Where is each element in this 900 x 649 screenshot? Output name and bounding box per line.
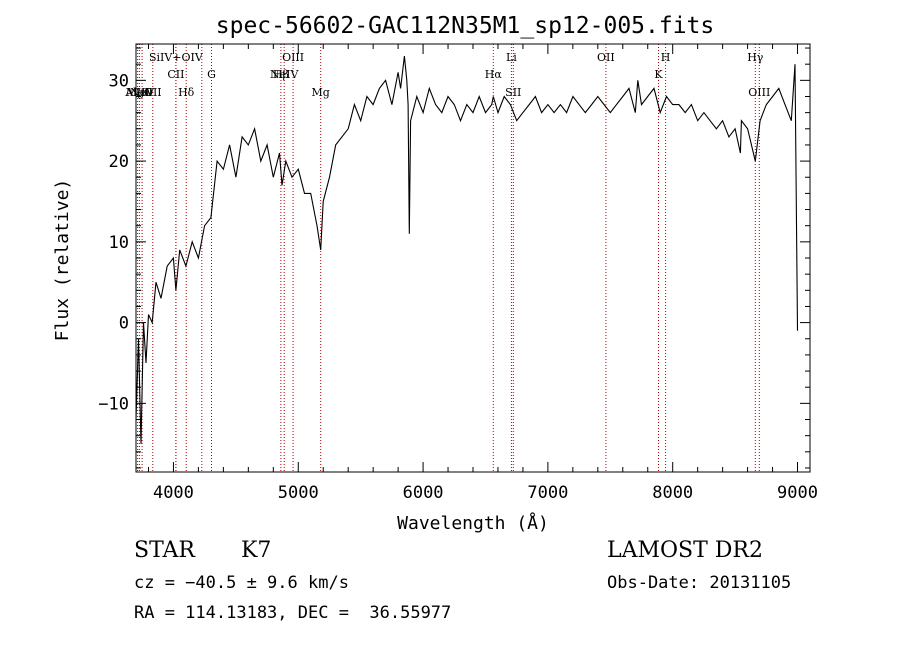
- spectral-line-label: Hβ: [273, 68, 289, 81]
- spectral-line-label: Hα: [485, 68, 503, 81]
- series-layer: [135, 56, 799, 444]
- chart-title: spec-56602-GAC112N35M1_sp12-005.fits: [216, 13, 715, 39]
- y-tick-label: 10: [109, 233, 129, 253]
- y-tick-label: 30: [109, 71, 129, 91]
- x-axis: 4000 5000 6000 7000 8000 9000: [147, 44, 818, 503]
- observation-date: Obs-Date: 20131105: [607, 573, 792, 593]
- x-tick-label: 6000: [403, 483, 444, 503]
- x-tick-label: 7000: [527, 483, 568, 503]
- spectral-line-label: CII: [167, 68, 184, 81]
- spectral-line-label: Li: [506, 51, 517, 64]
- spectral-line-label: OII: [597, 51, 615, 64]
- spectral-line-label: OII: [144, 86, 162, 99]
- spectral-line-label: OIII: [748, 86, 770, 99]
- spectral-line-label: H: [661, 51, 671, 64]
- y-axis: −10 0 10 20 30: [98, 47, 810, 469]
- x-tick-label: 5000: [278, 483, 319, 503]
- spectral-line-label: Hγ: [747, 51, 764, 64]
- plot-frame: [135, 43, 811, 473]
- spectral-line-label: K: [654, 68, 663, 81]
- y-axis-label: Flux (relative): [52, 179, 73, 342]
- object-subclass: K7: [241, 538, 272, 563]
- y-tick-label: −10: [98, 394, 129, 414]
- spectral-line-label: SII: [505, 86, 521, 99]
- spectral-line-label: Hδ: [178, 86, 195, 99]
- spectral-line-label: NeV: [130, 86, 155, 99]
- x-tick-label: 4000: [153, 483, 194, 503]
- spectral-line-label: OIII: [282, 51, 304, 64]
- spectrum-line: [135, 56, 799, 444]
- coordinates: RA = 114.13183, DEC = 36.55977: [134, 603, 452, 623]
- y-tick-label: 0: [119, 314, 129, 334]
- x-axis-label: Wavelength (Å): [397, 512, 549, 534]
- redshift-value: cz = −40.5 ± 9.6 km/s: [134, 573, 349, 593]
- spectral-line-label: NeIV: [270, 68, 299, 81]
- spectral-line-labels: AlIIIMgIINeVOIISiIV+OIVCIIHδGOIIINeIVHβM…: [124, 51, 770, 99]
- y-tick-label: 20: [109, 152, 129, 172]
- spectral-line-label: G: [207, 68, 216, 81]
- spectral-line-markers: [137, 44, 760, 472]
- spectral-line-label: AlIII: [124, 86, 150, 99]
- survey-name: LAMOST DR2: [607, 538, 763, 563]
- x-tick-label: 8000: [652, 483, 693, 503]
- spectral-line-label: Mg: [312, 86, 330, 99]
- x-tick-label: 9000: [777, 483, 818, 503]
- spectral-line-label: MgII: [126, 86, 153, 99]
- object-class: STAR: [134, 538, 195, 563]
- spectral-line-label: SiIV+OIV: [149, 51, 204, 64]
